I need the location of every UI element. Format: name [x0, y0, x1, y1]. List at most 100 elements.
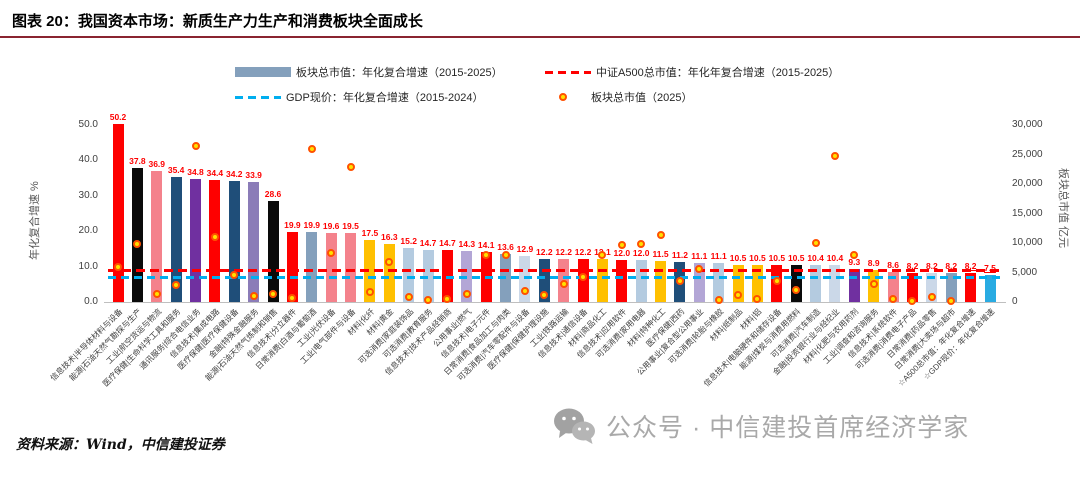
market-cap-dot [462, 290, 471, 299]
market-cap-dot [501, 250, 510, 259]
bar-value-label: 8.2 [964, 260, 977, 271]
bar-16 [403, 248, 415, 302]
market-cap-dot [850, 250, 859, 259]
bar-value-label: 12.9 [516, 244, 534, 255]
a500-benchmark-line [108, 268, 1000, 272]
market-cap-dot [947, 296, 956, 305]
market-cap-dot [675, 277, 684, 286]
bar-value-label: 17.5 [361, 228, 379, 239]
market-cap-dot [249, 292, 258, 301]
bar-value-label: 36.9 [148, 159, 166, 170]
bar-15 [383, 244, 395, 302]
bar-value-label: 12.2 [536, 246, 553, 257]
market-cap-dot [617, 240, 626, 249]
market-cap-dot [927, 293, 936, 302]
bar-value-label: 12.2 [574, 246, 592, 257]
bar-value-label: 14.1 [477, 240, 495, 251]
market-cap-dot [404, 293, 413, 302]
bar-36 [790, 264, 802, 302]
bar-value-label: 10.5 [729, 252, 747, 263]
right-axis-tick: 5,000 [1012, 266, 1038, 278]
bar-value-label: 19.5 [342, 220, 359, 231]
bar-value-label: 34.8 [187, 166, 204, 177]
left-axis-tick: 10.0 [78, 260, 98, 272]
bar-1 [112, 124, 124, 302]
market-cap-dot [908, 296, 917, 305]
bar-41 [887, 271, 899, 302]
bar-value-label: 28.6 [264, 188, 282, 199]
legend-item-mcap-dot: 板块总市值（2025） [545, 89, 692, 105]
bar-29 [655, 261, 667, 302]
right-axis-tick: 10,000 [1012, 237, 1043, 248]
bar-39 [848, 269, 860, 302]
market-cap-dot [269, 290, 278, 299]
market-cap-dot [598, 251, 607, 260]
bar-42 [906, 272, 918, 302]
market-cap-dot [559, 280, 568, 289]
bar-value-label: 19.6 [322, 220, 340, 231]
bar-value-label: 11.1 [710, 250, 727, 261]
bar-value-label: 14.3 [458, 239, 476, 250]
bar-5 [190, 178, 201, 302]
wechat-icon [554, 408, 595, 444]
bar-value-label: 19.9 [303, 219, 321, 230]
bar-26 [596, 259, 608, 302]
bar-44 [945, 272, 957, 302]
bar-value-label: 12.2 [555, 246, 572, 257]
bar-value-label: 8.9 [867, 258, 880, 269]
gdp-benchmark-line [108, 276, 1000, 280]
market-cap-dot [637, 239, 646, 248]
bar-value-label: 37.8 [129, 156, 146, 167]
market-cap-dot [830, 151, 839, 160]
market-cap-dot [152, 290, 161, 299]
market-cap-dot [365, 288, 374, 297]
bar-value-label: 34.4 [206, 168, 224, 179]
legend-item-a500-cagr: 中证A500总市值：年化年复合增速（2015-2025） [545, 64, 839, 80]
bar-value-label: 34.2 [225, 168, 243, 179]
market-cap-dot [443, 295, 452, 304]
bar-value-label: 10.4 [807, 253, 824, 264]
market-cap-dot [792, 286, 801, 295]
market-cap-dot [889, 295, 898, 304]
bar-3 [151, 171, 163, 302]
market-cap-dot [753, 295, 762, 304]
market-cap-dot [656, 230, 665, 239]
watermark-text: 公众号 · 中信建投首席经济学家 [606, 414, 970, 442]
market-cap-dot [385, 258, 394, 267]
right-axis-tick: 20,000 [1012, 178, 1043, 189]
left-axis-tick: 50.0 [78, 119, 98, 130]
legend: 板块总市值：年化复合增速（2015-2025） 中证A500总市值：年化年复合增… [235, 64, 895, 114]
market-cap-dot [734, 291, 743, 300]
bar-23 [538, 258, 550, 302]
bar-value-label: 10.4 [826, 253, 844, 264]
red-dashed-line-swatch [545, 70, 591, 74]
right-axis-tick: 0 [1012, 296, 1018, 307]
x-axis-line [104, 302, 1006, 303]
bar-10 [286, 231, 298, 302]
left-axis-tick: 30.0 [78, 189, 98, 201]
market-cap-dot [714, 295, 723, 304]
legend-label: 板块总市值（2025） [591, 92, 693, 104]
right-axis-tick: 25,000 [1012, 148, 1043, 160]
bar-31 [693, 262, 705, 302]
market-cap-dot [307, 144, 316, 153]
bar-27 [616, 259, 628, 302]
left-axis-tick: 20.0 [78, 225, 98, 237]
legend-item-gdp-cagr: GDP现价：年化复合增速（2015-2024） [235, 89, 545, 105]
bar-13 [345, 232, 357, 302]
market-cap-dot [288, 294, 297, 303]
blue-dashed-line-swatch [235, 95, 281, 99]
bar-value-label: 14.7 [419, 237, 437, 248]
legend-item-sector-cagr: 板块总市值：年化复合增速（2015-2025） [235, 64, 545, 80]
bar-37 [810, 265, 822, 302]
bar-6 [209, 180, 221, 302]
bar-value-label: 7.5 [984, 263, 996, 273]
market-cap-dot [191, 142, 200, 151]
bar-value-label: 10.5 [768, 252, 786, 263]
bar-32 [713, 262, 725, 302]
bar-38 [829, 265, 841, 302]
bar-value-label: 8.6 [887, 259, 900, 270]
source-note: 资料来源：Wind，中信建投证券 [16, 437, 225, 453]
bar-value-label: 13.6 [497, 241, 514, 252]
